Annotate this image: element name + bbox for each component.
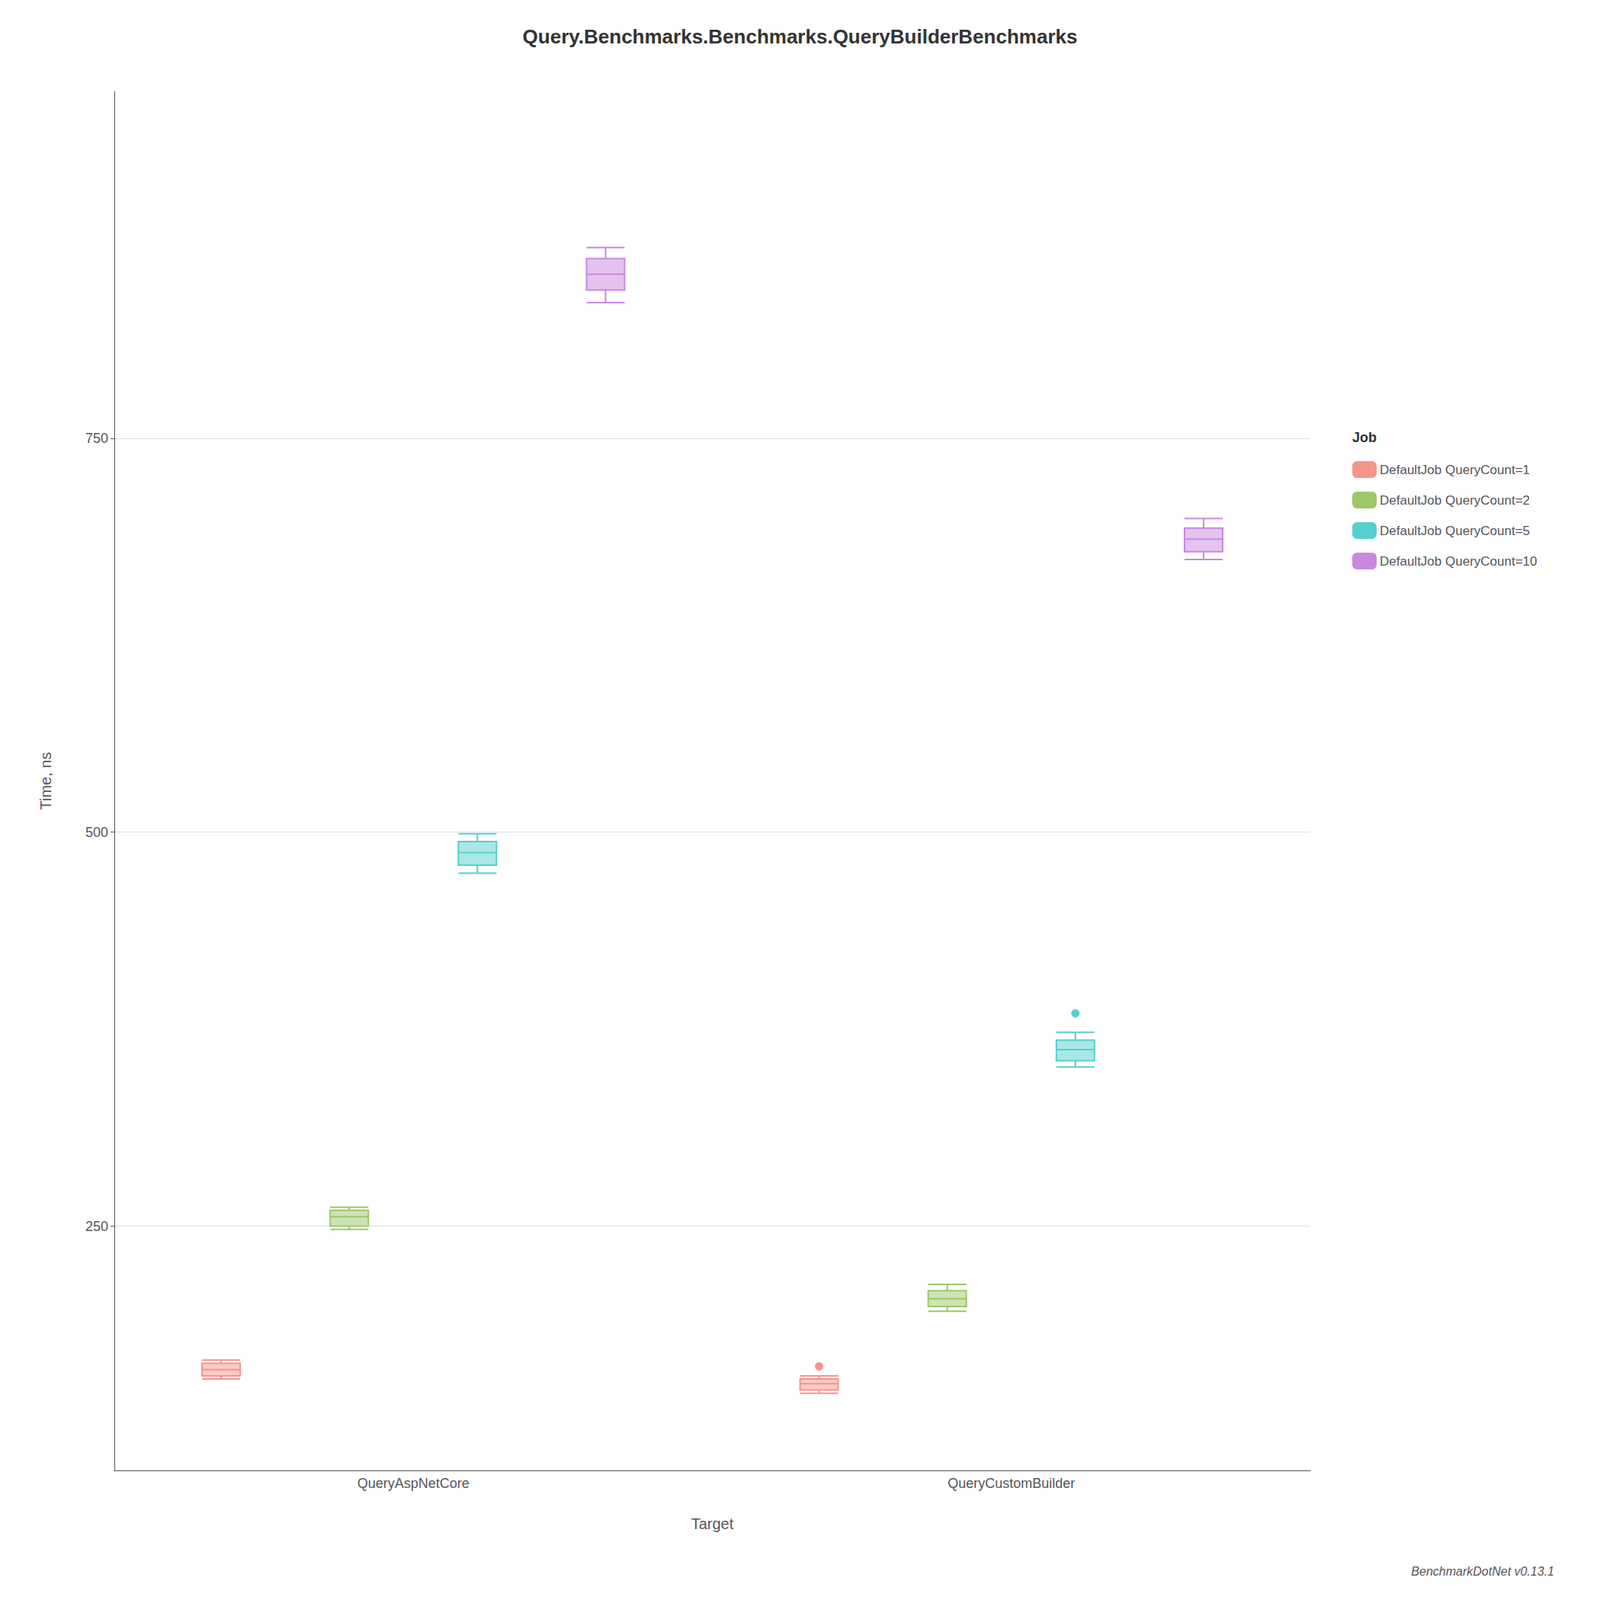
svg-text:Target: Target: [691, 1515, 735, 1533]
svg-text:DefaultJob QueryCount=5: DefaultJob QueryCount=5: [1379, 523, 1530, 539]
svg-text:Job: Job: [1352, 429, 1377, 446]
svg-text:DefaultJob QueryCount=10: DefaultJob QueryCount=10: [1379, 554, 1538, 569]
svg-text:QueryCustomBuilder: QueryCustomBuilder: [947, 1475, 1075, 1491]
svg-text:DefaultJob QueryCount=1: DefaultJob QueryCount=1: [1379, 462, 1530, 478]
svg-text:750: 750: [85, 430, 109, 446]
svg-text:Time, ns: Time, ns: [37, 752, 55, 811]
svg-text:250: 250: [85, 1218, 109, 1235]
svg-text:BenchmarkDotNet v0.13.1: BenchmarkDotNet v0.13.1: [1410, 1564, 1555, 1578]
svg-text:Query.Benchmarks.Benchmarks.Qu: Query.Benchmarks.Benchmarks.QueryBuilder…: [522, 25, 1078, 49]
svg-text:QueryAspNetCore: QueryAspNetCore: [357, 1475, 470, 1491]
svg-text:500: 500: [85, 824, 109, 841]
svg-text:DefaultJob QueryCount=2: DefaultJob QueryCount=2: [1379, 493, 1530, 508]
